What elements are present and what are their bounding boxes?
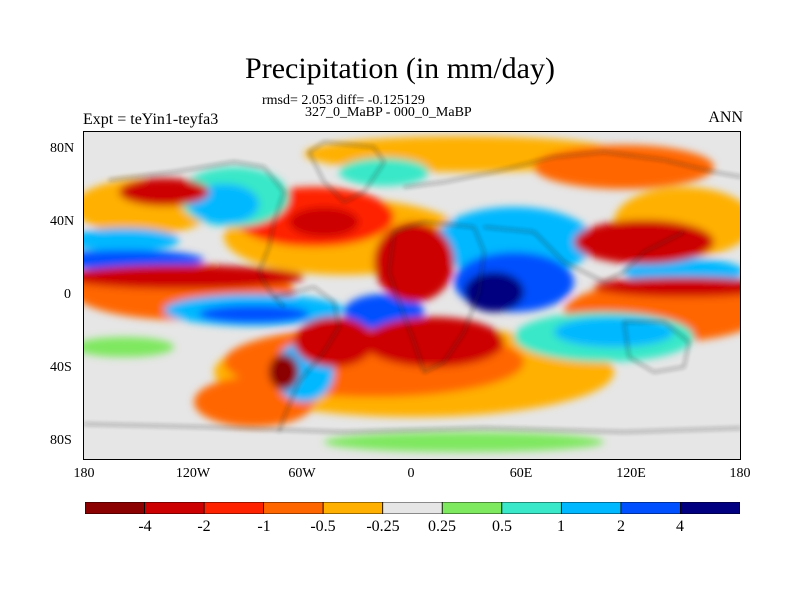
x-tick-label: 120W: [175, 466, 211, 481]
colorbar-label: -0.5: [310, 518, 336, 535]
colorbar-swatch: [560, 502, 622, 514]
season-label: ANN: [708, 109, 743, 126]
y-tick-label: 80S: [50, 433, 72, 448]
colorbar-label: -4: [138, 518, 152, 535]
colorbar-label: 0.5: [492, 518, 512, 535]
map-title: Precipitation (in mm/day): [245, 52, 555, 85]
colorbar-label: 2: [617, 518, 625, 535]
comparison-subtitle: 327_0_MaBP - 000_0_MaBP: [305, 105, 472, 120]
colorbar-swatch: [144, 502, 205, 514]
x-tick-label: 120E: [616, 466, 646, 481]
experiment-label: Expt = teYin1-teyfa3: [83, 111, 219, 128]
colorbar: [85, 502, 740, 514]
y-tick-label: 0: [64, 287, 71, 302]
colorbar-label: -0.25: [366, 518, 400, 535]
y-tick-label: 40N: [50, 214, 75, 229]
colorbar-label: -1: [257, 518, 271, 535]
colorbar-swatch: [263, 502, 324, 514]
colorbar-swatch: [441, 502, 503, 514]
precip-field: [84, 136, 740, 452]
x-tick-label: 60W: [288, 466, 316, 481]
continent-outlines: [84, 141, 740, 433]
colorbar-label: 0.25: [428, 518, 456, 535]
stats-subtitle: rmsd= 2.053 diff= -0.125129: [262, 93, 425, 108]
colorbar-label: -2: [197, 518, 211, 535]
x-tick-label: 180: [73, 466, 95, 481]
colorbar-swatch: [620, 502, 681, 514]
x-tick-label: 180: [729, 466, 751, 481]
colorbar-swatch: [85, 502, 145, 514]
y-tick-label: 80N: [50, 141, 75, 156]
x-tick-label: 60E: [509, 466, 533, 481]
colorbar-swatch: [680, 502, 740, 514]
y-tick-label: 40S: [50, 360, 72, 375]
colorbar-swatch: [322, 502, 384, 514]
colorbar-swatch: [382, 502, 443, 514]
colorbar-label: 4: [676, 518, 684, 535]
colorbar-label: 1: [557, 518, 565, 535]
colorbar-swatch: [203, 502, 265, 514]
x-tick-label: 0: [407, 466, 415, 481]
colorbar-swatch: [501, 502, 562, 514]
precipitation-map: [83, 131, 741, 460]
